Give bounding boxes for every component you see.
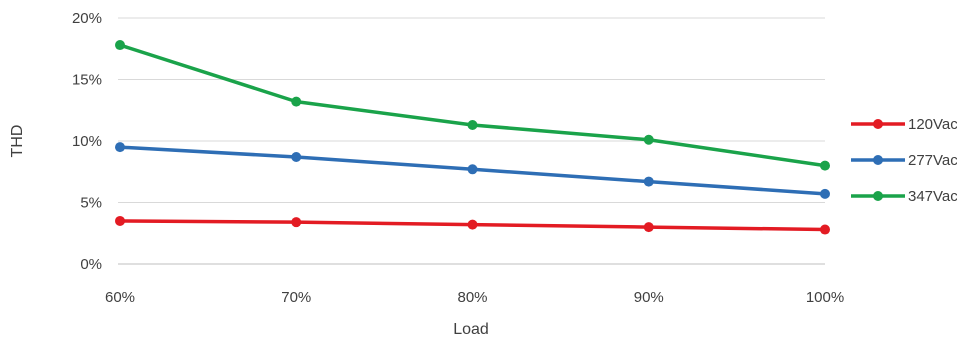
x-tick-label: 100% bbox=[806, 289, 844, 306]
legend-label: 347Vac bbox=[908, 188, 957, 205]
data-point bbox=[467, 164, 478, 175]
series-277Vac bbox=[115, 142, 830, 199]
legend-label: 120Vac bbox=[908, 116, 957, 133]
x-axis-title: Load bbox=[453, 321, 489, 338]
x-tick-label: 70% bbox=[281, 289, 311, 306]
legend-item: 120Vac bbox=[851, 116, 957, 133]
data-point bbox=[115, 40, 125, 51]
data-point bbox=[820, 160, 830, 171]
x-tick-label: 60% bbox=[105, 289, 135, 306]
series-line bbox=[119, 43, 826, 168]
legend-item: 277Vac bbox=[851, 152, 957, 169]
legend-label: 277Vac bbox=[908, 152, 957, 169]
series-group bbox=[115, 40, 830, 235]
legend-marker bbox=[873, 155, 883, 165]
data-point bbox=[643, 222, 654, 233]
legend-item: 347Vac bbox=[851, 188, 957, 205]
data-point bbox=[115, 215, 125, 226]
x-tick-label: 90% bbox=[634, 289, 664, 306]
x-axis-ticks: 60% 70% 80% 90% 100% bbox=[105, 289, 844, 306]
gridlines bbox=[118, 17, 825, 203]
y-axis-ticks: 0% 5% 10% 15% 20% bbox=[72, 10, 102, 273]
data-point bbox=[291, 217, 302, 228]
y-tick-label: 15% bbox=[72, 72, 102, 89]
y-tick-label: 10% bbox=[72, 133, 102, 150]
data-point bbox=[820, 224, 830, 235]
y-tick-label: 20% bbox=[72, 10, 102, 27]
legend: 120Vac 277Vac 347Vac bbox=[851, 116, 957, 205]
data-point bbox=[115, 142, 125, 153]
y-tick-label: 0% bbox=[80, 256, 102, 273]
x-tick-label: 80% bbox=[457, 289, 487, 306]
series-120Vac bbox=[115, 215, 830, 235]
data-point bbox=[643, 134, 654, 145]
data-point bbox=[291, 96, 302, 107]
y-axis-title: THD bbox=[9, 125, 26, 158]
data-point bbox=[467, 219, 478, 230]
legend-marker bbox=[873, 119, 883, 129]
data-point bbox=[820, 188, 830, 199]
legend-marker bbox=[873, 191, 883, 201]
series-347Vac bbox=[115, 40, 830, 171]
data-point bbox=[467, 120, 478, 131]
data-point bbox=[643, 176, 654, 187]
data-point bbox=[291, 151, 302, 162]
y-tick-label: 5% bbox=[80, 195, 102, 212]
